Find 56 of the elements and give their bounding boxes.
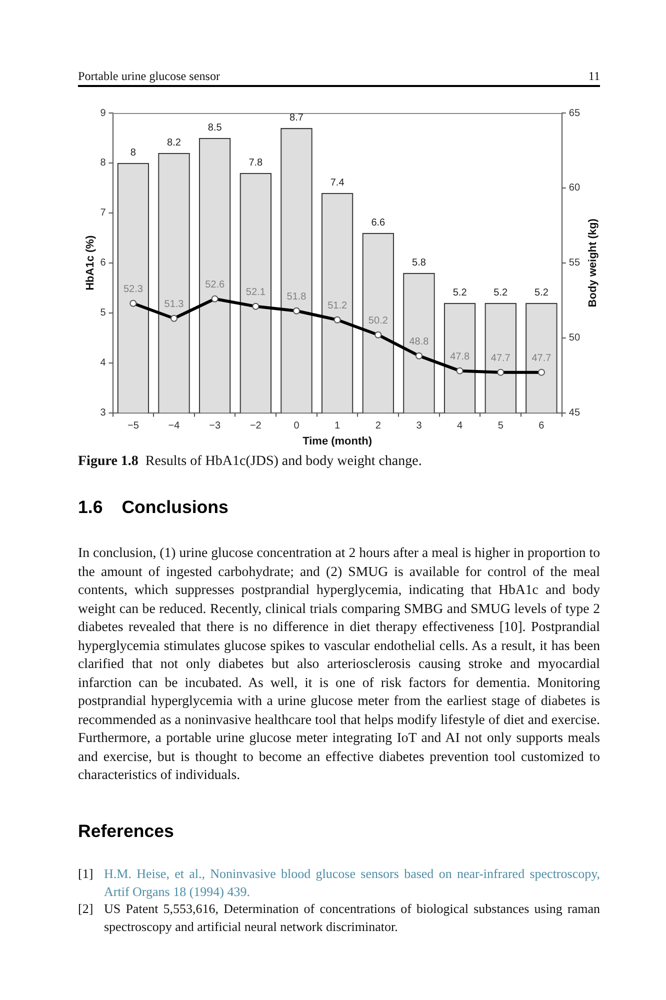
x-tick-label: 1 <box>334 420 341 432</box>
y2-tick-label: 60 <box>568 182 580 194</box>
text: 11 <box>587 69 600 84</box>
data-label: 6.6 <box>371 218 386 229</box>
text: Portable urine glucose sensor <box>78 69 220 84</box>
y2-tick-label: 65 <box>568 108 580 119</box>
data-label: 51.2 <box>328 300 348 312</box>
data-label: 52.6 <box>205 280 225 291</box>
x-tick-label: 3 <box>416 420 422 432</box>
data-label: 47.8 <box>450 352 470 363</box>
data-label: 8.5 <box>208 122 222 134</box>
x-tick-label: −3 <box>209 420 221 432</box>
y2-tick-label: 55 <box>568 258 580 269</box>
text: 1.6 Conclusions <box>78 497 228 517</box>
data-label: 51.3 <box>164 299 184 310</box>
data-label: 48.8 <box>409 336 430 348</box>
data-label: 5.2 <box>534 288 549 299</box>
data-label: 8.2 <box>167 138 182 149</box>
y-tick-label: 8 <box>100 158 106 169</box>
x-tick-label: 0 <box>294 420 300 432</box>
x-tick-label: 2 <box>375 420 382 432</box>
x-tick-label: 6 <box>538 420 545 432</box>
data-label: 47.7 <box>532 353 552 364</box>
y-tick-label: 3 <box>100 408 106 419</box>
data-label: 51.8 <box>286 292 307 303</box>
y2-tick-label: 45 <box>568 408 580 419</box>
y2-tick-label: 50 <box>568 332 580 344</box>
y-tick-label: 9 <box>100 108 106 119</box>
y-tick-label: 6 <box>100 258 106 269</box>
x-tick-label: −5 <box>127 420 140 432</box>
y-tick-label: 5 <box>100 308 106 319</box>
text: In conclusion, (1) urine glucose concentration at 2 hours after a meal is higher in proportion to the amount of ingested carbohydrate; and (2) SMUG is available for control of the meal contents, which suppresses postprandial hyperglycemia, indicating that HbA1c and body weight can be reduced. Recently, clinical trials comparing SMBG and SMUG levels of type 2 diabetes revealed that there is no difference in diet therapy effectiveness [10]. Postprandial hyperglycemia stimulates glucose spikes to vascular endothelial cells. As a result, it has been clarified that not only diabetes but also arteriosclerosis causing stroke and myocardial infarction can be incubated. As well, it is one of risk factors for dementia. Monitoring postprandial hyperglycemia with a urine glucose meter from the earliest stage of diabetes is recommended as a noninvasive healthcare tool that helps modify lifestyle of diet and exercise. Furthermore, a portable urine glucose meter integrating IoT and AI not only supports meals and exercise, but is thought to become an effective diabetes prevention tool customized to characteristics of individuals. <box>78 545 600 782</box>
x-tick-label: −2 <box>250 420 262 432</box>
data-label: 7.8 <box>248 158 264 169</box>
data-label: 52.1 <box>246 287 266 298</box>
x-tick-label: 4 <box>457 420 464 432</box>
x-axis-title: Time (month) <box>302 435 372 448</box>
caption: Figure 1.8 Results of HbA1c(JDS) and body weight change. <box>78 454 422 469</box>
data-label: 5.8 <box>412 258 426 269</box>
x-tick-label: −4 <box>168 420 180 432</box>
data-label: 8.7 <box>290 112 304 124</box>
data-label: 8 <box>130 148 136 159</box>
y-tick-label: 7 <box>100 208 106 219</box>
y-tick-label: 4 <box>100 358 106 369</box>
data-label: 47.7 <box>490 353 511 364</box>
y-axis-title: HbA1c (%) <box>84 235 97 290</box>
data-label: 5.2 <box>494 288 508 299</box>
text: [1] H.M. Heise, et al., Noninvasive blood glucose sensors based on near-infrared spectroscopy, Artif Organs 18 (1994) 439. <box>78 865 600 900</box>
data-label: 52.3 <box>123 284 144 296</box>
text: [2] US Patent 5,553,616, Determination of concentrations of biological substances using raman spectroscopy and artificial neural network discriminator. <box>78 900 600 936</box>
data-label: 7.4 <box>330 178 345 189</box>
data-label: 5.2 <box>452 288 468 299</box>
text: References <box>78 821 174 841</box>
y2-axis-title: Body weight (kg) <box>587 218 600 308</box>
data-label: 50.2 <box>368 316 388 327</box>
x-tick-label: 5 <box>498 420 504 432</box>
